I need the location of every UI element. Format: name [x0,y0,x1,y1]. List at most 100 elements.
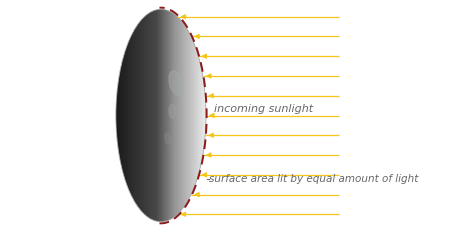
Bar [130,38,131,193]
Bar [198,56,199,175]
Bar [134,30,135,201]
Bar [133,32,134,199]
Bar [156,10,157,221]
Bar [139,22,140,209]
Bar [159,9,160,222]
Bar [205,103,206,128]
Bar [121,65,122,166]
Bar [154,10,155,221]
Bar [132,33,133,198]
Bar [142,19,143,212]
Bar [189,32,190,199]
Bar [201,69,202,162]
Bar [130,38,131,193]
Bar [149,13,150,218]
Bar [119,76,120,155]
Bar [185,27,186,204]
Bar [116,103,117,128]
Bar [181,20,182,211]
Bar [198,57,199,174]
Bar [203,77,204,154]
Bar [171,12,172,219]
Bar [202,74,203,157]
Bar [127,45,128,186]
Bar [194,43,195,188]
Bar [165,10,166,221]
Bar [143,18,144,213]
Bar [161,9,162,222]
Ellipse shape [169,104,176,118]
Bar [171,12,172,219]
Bar [201,68,202,163]
Bar [147,14,148,217]
Bar [192,39,193,192]
Bar [200,64,201,167]
Bar [153,11,154,220]
Bar [126,48,127,183]
Bar [193,41,194,190]
Bar [158,9,159,222]
Bar [166,10,167,221]
Bar [140,21,141,210]
Bar [131,36,132,195]
Bar [173,13,174,218]
Bar [178,18,179,213]
Bar [149,13,150,218]
Bar [151,12,152,219]
Bar [174,14,175,217]
Bar [197,53,198,178]
Bar [152,11,153,220]
Bar [158,9,159,222]
Bar [175,15,176,216]
Bar [145,16,146,215]
Text: incoming sunlight: incoming sunlight [214,103,313,114]
Bar [142,19,143,212]
Bar [119,74,120,157]
Bar [180,19,181,212]
Bar [196,49,197,182]
Bar [182,22,183,209]
Bar [148,13,149,218]
Bar [141,20,142,211]
Bar [138,24,139,207]
Text: surface area lit by equal amount of light: surface area lit by equal amount of ligh… [209,174,418,184]
Bar [155,10,156,221]
Bar [126,47,127,184]
Bar [165,10,166,221]
Bar [124,54,125,177]
Bar [117,88,118,143]
Bar [189,33,190,198]
Bar [122,63,123,168]
Bar [155,10,156,221]
Bar [187,29,188,202]
Bar [190,35,191,196]
Bar [185,26,186,205]
Bar [166,10,167,221]
Bar [133,31,134,200]
Bar [205,98,206,133]
Bar [188,30,189,201]
Bar [164,9,165,222]
Bar [168,11,169,220]
Bar [186,27,187,204]
Bar [131,36,132,195]
Bar [146,15,147,216]
Bar [118,81,119,150]
Bar [184,25,185,206]
Bar [176,15,177,216]
Bar [197,54,198,177]
Bar [135,28,136,203]
Bar [138,24,139,207]
Bar [128,43,129,188]
Bar [204,83,205,148]
Bar [137,25,138,206]
Ellipse shape [169,71,183,96]
Bar [146,15,147,216]
Bar [177,16,178,215]
Bar [120,69,121,162]
Bar [141,20,142,211]
Bar [160,9,161,222]
Bar [204,86,205,145]
Bar [167,10,168,221]
Bar [162,9,163,222]
